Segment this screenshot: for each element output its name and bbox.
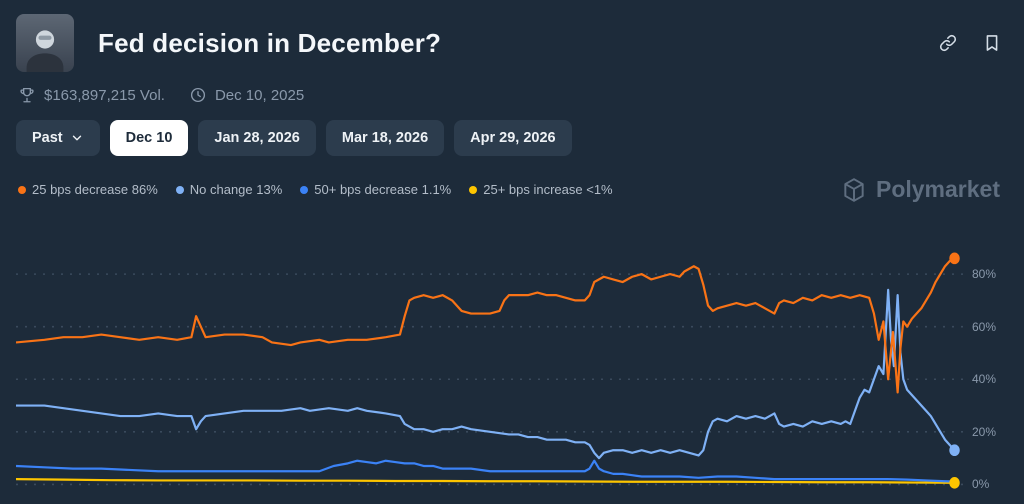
tab-jan-28-label: Jan 28, 2026 <box>214 130 300 146</box>
chevron-down-icon <box>72 135 81 141</box>
y-tick-label: 40% <box>972 372 997 387</box>
y-tick-label: 0% <box>972 477 990 492</box>
legend-label: 25 bps decrease 86% <box>32 182 158 197</box>
market-meta: $163,897,215 Vol. Dec 10, 2025 <box>16 86 1010 104</box>
chart-plot-area[interactable] <box>16 211 964 496</box>
end-date-text: Dec 10, 2025 <box>214 86 305 104</box>
market-avatar <box>16 14 74 72</box>
tab-past-label: Past <box>32 130 63 146</box>
polymarket-watermark: Polymarket <box>841 176 1010 203</box>
legend-item-25bps-increase[interactable]: 25+ bps increase <1% <box>469 182 613 197</box>
link-icon <box>939 34 957 52</box>
tab-apr-29-2026[interactable]: Apr 29, 2026 <box>454 120 572 156</box>
watermark-label: Polymarket <box>875 176 1000 202</box>
tab-mar-18-label: Mar 18, 2026 <box>341 130 429 146</box>
trophy-icon <box>20 87 34 103</box>
person-silhouette-icon <box>26 30 64 72</box>
end-date-meta: Dec 10, 2025 <box>189 86 304 104</box>
tab-apr-29-label: Apr 29, 2026 <box>470 130 556 146</box>
legend-dot-orange <box>18 185 26 194</box>
tab-past[interactable]: Past <box>16 120 100 156</box>
tab-dec-10[interactable]: Dec 10 <box>109 120 189 156</box>
legend-item-50bps-decrease[interactable]: 50+ bps decrease 1.1% <box>300 182 451 197</box>
legend-item-25bps-decrease[interactable]: 25 bps decrease 86% <box>18 182 158 197</box>
chart-svg <box>16 252 964 489</box>
legend-item-no-change[interactable]: No change 13% <box>175 182 283 197</box>
volume-text: $163,897,215 Vol. <box>44 86 165 104</box>
date-tabs: Past Dec 10 Jan 28, 2026 Mar 18, 2026 Ap… <box>16 120 1010 156</box>
legend-label: 50+ bps decrease 1.1% <box>314 182 452 197</box>
polymarket-logo-icon <box>844 177 864 202</box>
market-header: Fed decision in December? <box>16 14 1010 72</box>
legend-label: No change 13% <box>189 182 283 197</box>
y-tick-label: 60% <box>972 319 997 334</box>
legend-dot-light-blue <box>175 185 184 194</box>
tab-dec-10-label: Dec 10 <box>125 130 173 146</box>
bookmark-button[interactable] <box>980 31 1004 55</box>
volume-meta: $163,897,215 Vol. <box>18 86 165 104</box>
page-title: Fed decision in December? <box>98 27 442 58</box>
tab-mar-18-2026[interactable]: Mar 18, 2026 <box>325 120 445 156</box>
copy-link-button[interactable] <box>936 31 960 55</box>
legend-dot-yellow <box>469 185 478 194</box>
y-axis-labels: 0% 20% 40% 60% 80% <box>964 211 1010 496</box>
tab-jan-28-2026[interactable]: Jan 28, 2026 <box>198 120 316 156</box>
y-tick-label: 20% <box>972 424 997 439</box>
bookmark-icon <box>986 35 998 51</box>
clock-icon <box>190 87 206 103</box>
legend-label: 25+ bps increase <1% <box>483 182 613 197</box>
legend-dot-blue <box>300 185 309 194</box>
y-tick-label: 80% <box>972 267 997 282</box>
header-actions <box>936 31 1010 55</box>
chart-legend: 25 bps decrease 86% No change 13% 50+ bp… <box>16 176 1010 203</box>
probability-chart: 0% 20% 40% 60% 80% <box>16 211 1010 496</box>
